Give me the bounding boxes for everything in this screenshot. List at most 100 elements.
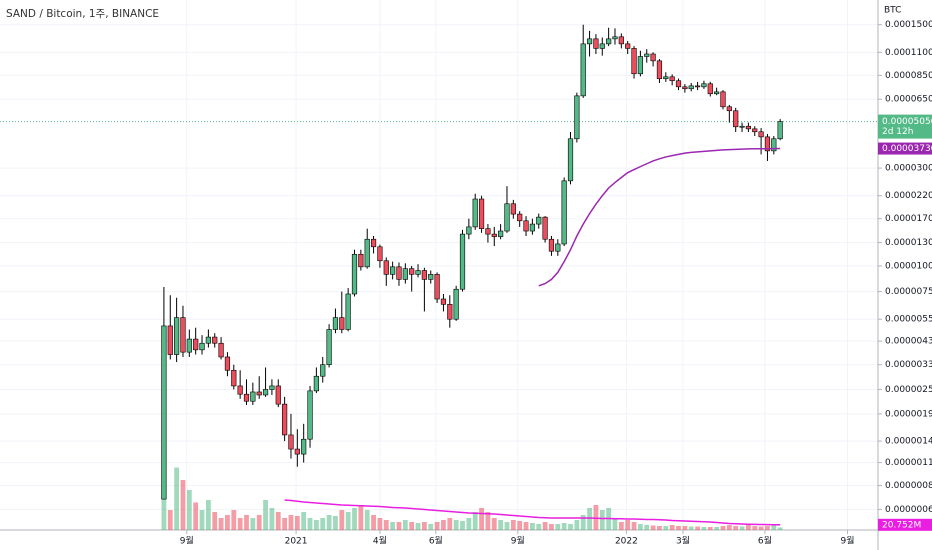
volume-bar — [707, 527, 713, 530]
volume-bar — [415, 523, 421, 530]
volume-bar — [714, 527, 720, 530]
candle-body — [199, 342, 205, 351]
volume-bar — [174, 467, 180, 530]
volume-bar — [294, 516, 300, 530]
volume-bar — [339, 510, 345, 530]
x-tick-label: 6월 — [758, 535, 772, 547]
chart-title: SAND / Bitcoin, 1주, BINANCE — [6, 8, 159, 20]
candle-body — [656, 60, 663, 80]
volume-bar — [180, 480, 186, 530]
volume-bar — [612, 518, 618, 530]
candle-body — [637, 56, 643, 75]
x-tick-label: 2022 — [615, 537, 638, 547]
volume-bar — [345, 512, 351, 530]
volume-bar — [701, 527, 707, 530]
candle-body — [739, 125, 745, 128]
candle-body — [301, 438, 307, 455]
candle-body — [218, 342, 224, 358]
volume-bar — [587, 508, 592, 530]
volume-bar — [275, 512, 281, 530]
volume-bar — [161, 490, 167, 530]
volume-bar — [669, 525, 675, 530]
candle-body — [243, 393, 250, 402]
candle-body — [237, 385, 243, 395]
volume-bar — [644, 525, 650, 530]
volume-bar — [466, 518, 472, 530]
volume-bar — [282, 518, 288, 530]
candle-body — [288, 434, 294, 450]
candle-body — [186, 338, 192, 353]
candle-body — [472, 198, 478, 228]
candle-body — [694, 85, 701, 88]
volume-bar — [485, 512, 491, 530]
candle-body — [224, 356, 231, 371]
candle-body — [231, 369, 237, 387]
volume-bar — [491, 518, 497, 530]
volume-bar — [269, 508, 275, 530]
volume-bar — [225, 515, 230, 530]
candle-body — [402, 268, 408, 280]
candle-body — [504, 203, 510, 232]
volume-bar — [580, 515, 586, 530]
candle-body — [586, 38, 593, 45]
volume-bar — [244, 515, 249, 530]
candle-body — [428, 274, 434, 280]
volume-bar — [396, 522, 402, 530]
candle-body — [726, 106, 732, 112]
volume-bar — [250, 518, 256, 530]
volume-bar — [536, 524, 542, 530]
volume-bar — [421, 522, 427, 530]
volume-bar — [695, 526, 700, 530]
volume-bar — [542, 522, 548, 530]
candle-body — [523, 220, 529, 232]
candle-body — [180, 317, 186, 353]
volume-bar — [688, 526, 694, 530]
volume-bar — [777, 527, 783, 530]
candle-body — [567, 138, 574, 182]
currency-label: BTC — [884, 6, 901, 16]
candle-body — [714, 91, 720, 95]
volume-bar — [676, 526, 681, 530]
candle-body — [752, 128, 758, 133]
volume-bar — [364, 510, 370, 530]
candle-body — [377, 246, 383, 262]
volume-bar — [434, 522, 440, 530]
volume-bar — [657, 526, 662, 530]
candle-body — [733, 110, 739, 128]
volume-ma-label: 20.752M — [882, 520, 921, 530]
candle-body — [669, 76, 675, 82]
candle-body — [764, 136, 771, 152]
candle-body — [745, 125, 751, 130]
candle-body — [307, 390, 313, 440]
y-tick-label: 0.00000065 — [885, 505, 932, 515]
volume-bar — [218, 518, 224, 530]
volume-bar — [720, 526, 726, 530]
volume-bar — [377, 518, 383, 530]
candle-body — [326, 329, 332, 366]
volume-bar — [745, 525, 751, 530]
candle-body — [421, 270, 427, 280]
volume-bar — [447, 518, 453, 530]
volume-bar — [358, 505, 364, 530]
volume-bar — [618, 522, 624, 530]
candle-body — [396, 266, 402, 280]
candle-body — [250, 391, 256, 402]
volume-bar — [739, 526, 745, 530]
ma-price-box — [878, 142, 932, 155]
volume-bar — [574, 520, 580, 530]
candle-body — [593, 38, 599, 49]
candle-body — [720, 91, 726, 108]
candle-body — [478, 198, 485, 229]
candle-body — [205, 336, 211, 344]
